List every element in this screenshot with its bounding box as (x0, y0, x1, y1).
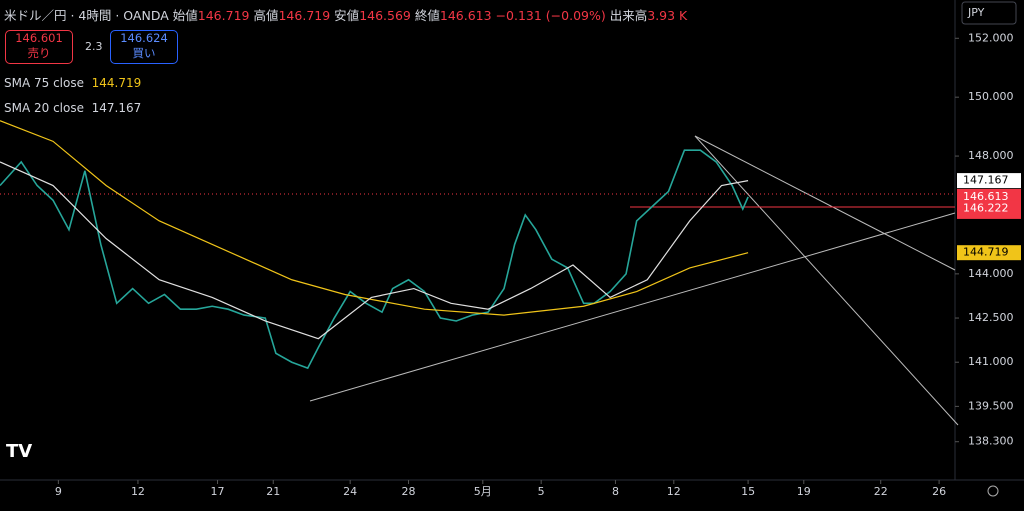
label: 安値 (334, 8, 360, 23)
x-tick-label: 15 (741, 485, 755, 498)
legend-value: 144.719 (91, 76, 142, 90)
legend-name: SMA 75 close (4, 76, 84, 90)
y-tick-label: 142.500 (968, 311, 1014, 324)
x-tick-label: 12 (131, 485, 145, 498)
spread: 2.3 (85, 40, 103, 53)
value: 146.569 (359, 8, 411, 23)
symbol: 米ドル／円 · 4時間 · OANDA (4, 8, 169, 23)
x-tick-label: 5 (538, 485, 545, 498)
x-tick-label: 19 (797, 485, 811, 498)
trend-line (694, 135, 956, 271)
x-tick-label: 26 (932, 485, 946, 498)
label: 出来高 (609, 8, 648, 23)
x-tick-label: 24 (343, 485, 357, 498)
trend-line (309, 212, 956, 402)
currency: JPY (967, 6, 985, 19)
value: −0.131 (−0.09%) (495, 8, 606, 23)
y-tick-label: 150.000 (968, 90, 1014, 103)
sell-button[interactable]: 146.601 売り (5, 30, 73, 64)
x-tick-label: 22 (874, 485, 888, 498)
y-tick-label: 139.500 (968, 399, 1014, 412)
buy-button[interactable]: 146.624 買い (110, 30, 178, 64)
trend-line (694, 135, 959, 426)
series-line (0, 149, 749, 370)
label: 始値 (172, 8, 198, 23)
x-tick-label: 21 (266, 485, 280, 498)
y-tick-label: 152.000 (968, 31, 1014, 44)
value: 146.719 (197, 8, 250, 23)
header: 米ドル／円 · 4時間 · OANDA 始値146.719 高値146.719 … (4, 5, 687, 24)
value: 3.93 K (647, 8, 688, 23)
price-badge-label: 146.222 (963, 201, 1009, 214)
label: 買い (132, 46, 156, 60)
logo: TV (6, 441, 32, 462)
x-tick-label: 12 (667, 485, 681, 498)
legend-row: SMA 75 close 144.719 (4, 76, 141, 90)
y-tick-label: 148.000 (968, 149, 1014, 162)
price-badge-label: 147.167 (963, 174, 1009, 187)
price: 146.601 (15, 31, 63, 45)
label: 終値 (414, 8, 440, 23)
series-line (0, 161, 749, 340)
price-badge (957, 200, 1021, 216)
x-tick-label: 8 (612, 485, 619, 498)
series-line (0, 120, 749, 316)
price-badge-label: 144.719 (963, 246, 1009, 259)
currency-button[interactable] (961, 1, 1017, 25)
value: 146.719 (278, 8, 331, 23)
y-tick-label: 138.300 (968, 435, 1014, 448)
y-tick-label: 141.000 (968, 355, 1014, 368)
x-tick-label: 28 (402, 485, 416, 498)
legend-name: SMA 20 close (4, 101, 84, 115)
price-badge (957, 245, 1021, 261)
legend-row: SMA 20 close 147.167 (4, 101, 141, 115)
price-badge (957, 173, 1021, 189)
price: 146.624 (120, 31, 168, 45)
x-tick-label: 9 (55, 485, 62, 498)
price-badge-label: 146.613 (963, 190, 1009, 203)
x-tick-label: 17 (211, 485, 225, 498)
y-tick-label: 144.000 (968, 267, 1014, 280)
value: 146.613 (439, 8, 492, 23)
x-tick-label: 5月 (474, 485, 492, 498)
label: 売り (27, 46, 51, 60)
settings-icon[interactable] (987, 485, 999, 497)
label: 高値 (253, 8, 279, 23)
legend-value: 147.167 (91, 101, 142, 115)
